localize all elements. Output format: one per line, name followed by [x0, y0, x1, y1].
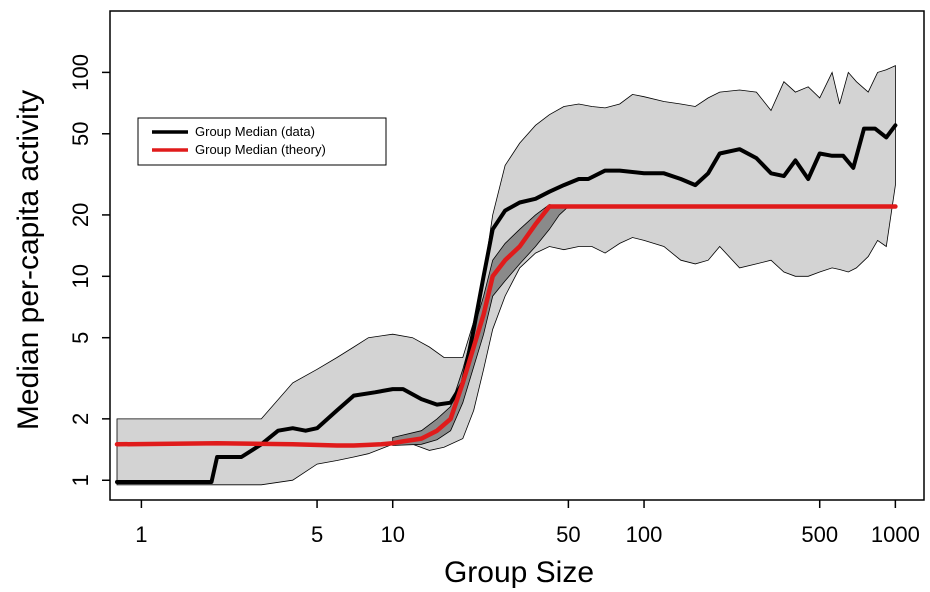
x-tick-label: 5 [311, 522, 323, 547]
y-tick-label: 50 [68, 122, 93, 146]
x-tick-label: 100 [626, 522, 663, 547]
x-axis-label: Group Size [444, 556, 594, 589]
legend-label-data: Group Median (data) [195, 124, 315, 139]
legend: Group Median (data) Group Median (theory… [137, 117, 387, 166]
y-tick-label: 100 [68, 54, 93, 91]
legend-box [137, 117, 387, 166]
y-tick-label: 5 [68, 332, 93, 344]
legend-label-theory: Group Median (theory) [195, 142, 326, 157]
y-tick-label: 2 [68, 413, 93, 425]
x-axis: 1 5 10 50 100 500 1000 [135, 500, 920, 547]
series-layer [114, 123, 898, 484]
series-line-data [115, 123, 898, 484]
y-axis-label: Median per-capita activity [12, 90, 45, 430]
y-tick-label: 1 [68, 474, 93, 486]
x-tick-label: 50 [556, 522, 580, 547]
x-tick-label: 10 [380, 522, 404, 547]
plot-frame [109, 10, 925, 501]
x-tick-label: 500 [801, 522, 838, 547]
series-line-theory [114, 204, 898, 448]
x-tick-label: 1 [135, 522, 147, 547]
x-tick-label: 1000 [871, 522, 920, 547]
y-tick-label: 20 [68, 203, 93, 227]
y-axis: 1 2 5 10 20 50 100 [68, 54, 110, 486]
y-tick-label: 10 [68, 264, 93, 288]
